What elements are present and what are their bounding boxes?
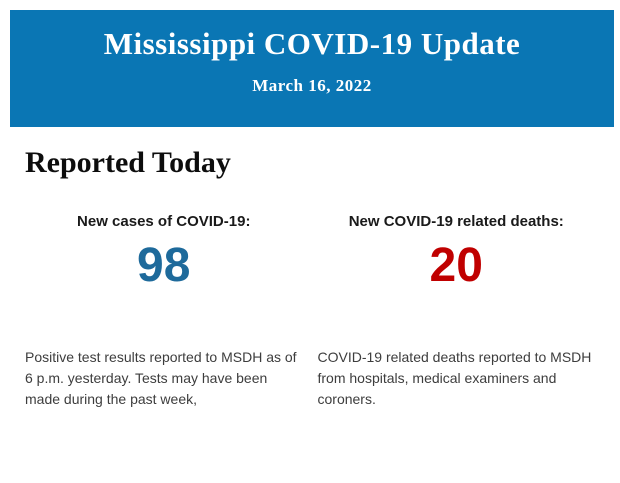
descriptions-row: Positive test results reported to MSDH a… bbox=[25, 347, 595, 410]
new-cases-description: Positive test results reported to MSDH a… bbox=[25, 349, 297, 407]
stat-new-deaths: New COVID-19 related deaths: 20 bbox=[318, 213, 596, 290]
stat-new-cases: New cases of COVID-19: 98 bbox=[25, 213, 303, 290]
section-title: Reported Today bbox=[25, 146, 231, 179]
new-deaths-value: 20 bbox=[429, 239, 483, 292]
page-header: Mississippi COVID-19 Update March 16, 20… bbox=[10, 10, 614, 127]
report-date: March 16, 2022 bbox=[252, 76, 372, 96]
stats-row: New cases of COVID-19: 98 New COVID-19 r… bbox=[25, 213, 595, 290]
new-deaths-description: COVID-19 related deaths reported to MSDH… bbox=[317, 349, 592, 407]
new-cases-label: New cases of COVID-19: bbox=[77, 213, 251, 230]
new-cases-value: 98 bbox=[137, 239, 191, 292]
new-deaths-label: New COVID-19 related deaths: bbox=[348, 213, 564, 230]
page-title: Mississippi COVID-19 Update bbox=[103, 26, 521, 61]
